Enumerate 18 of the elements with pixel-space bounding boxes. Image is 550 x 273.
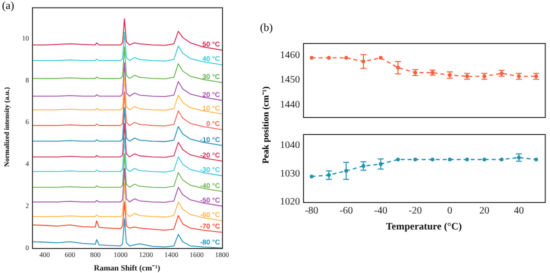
x-tick-label: -60	[340, 206, 353, 217]
y-tick-label: 1440	[280, 99, 300, 110]
x-tick-label: -20	[408, 206, 422, 217]
y-axis-title: Peak position (cm⁻¹)	[260, 86, 272, 164]
x-tick-label: 20	[479, 206, 490, 217]
chart-title: (a)	[2, 0, 14, 12]
x-tick-label: -80	[304, 206, 318, 217]
y-tick-label: 1450	[280, 74, 300, 86]
x-axis-title: Temperature (°C)	[386, 222, 462, 233]
x-axis-title: Raman Shift (cm⁻¹)	[94, 263, 160, 272]
x-tick-label: 0	[447, 206, 452, 217]
y-tick-label: 1030	[280, 168, 300, 180]
y-tick-label: 1460	[280, 50, 300, 61]
x-tick-label: 40	[514, 206, 524, 217]
y-tick-label: 1020	[280, 196, 300, 208]
y-tick-label: 1040	[280, 140, 300, 151]
chart-title: (b)	[260, 22, 273, 34]
x-tick-label: -40	[374, 206, 388, 217]
